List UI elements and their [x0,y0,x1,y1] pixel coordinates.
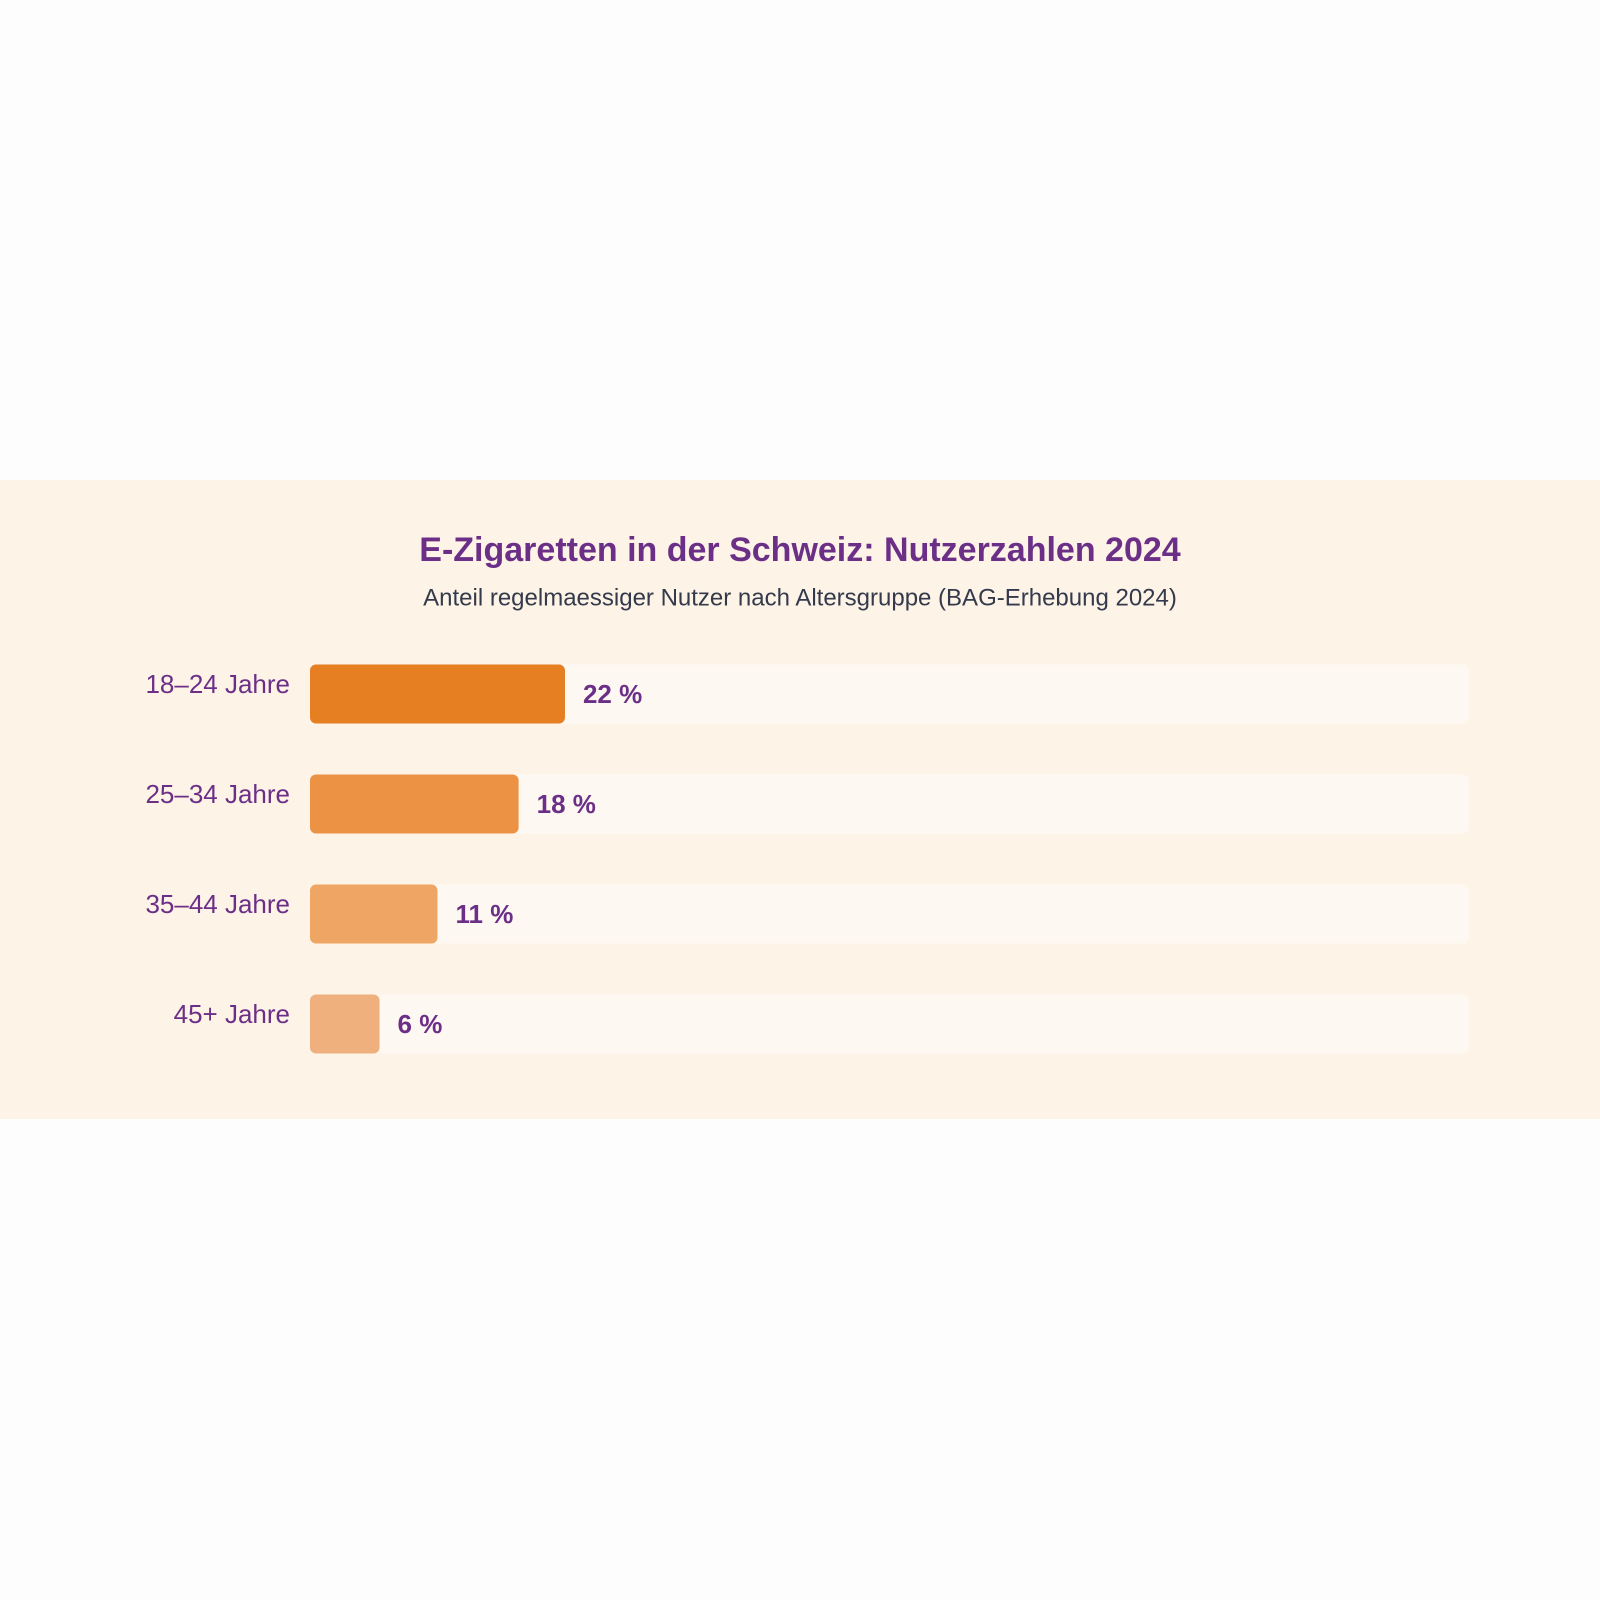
chart-title: E-Zigaretten in der Schweiz: Nutzerzahle… [419,531,1181,569]
category-label: 18–24 Jahre [145,669,290,699]
chart-subtitle: Anteil regelmaessiger Nutzer nach Alters… [423,584,1177,611]
category-label: 25–34 Jahre [145,779,290,809]
category-label: 35–44 Jahre [145,889,290,919]
bar-track [310,884,1469,944]
value-label: 11 % [455,899,513,929]
bar-track [310,664,1469,724]
category-label: 45+ Jahre [174,999,290,1029]
value-label: 6 % [398,1009,443,1039]
value-label: 18 % [537,789,596,819]
value-label: 22 % [583,679,642,709]
bar [310,664,565,724]
bar-track [310,994,1469,1054]
bar [310,994,380,1054]
bar [310,774,519,834]
bar [310,884,438,944]
bar-track [310,774,1469,834]
